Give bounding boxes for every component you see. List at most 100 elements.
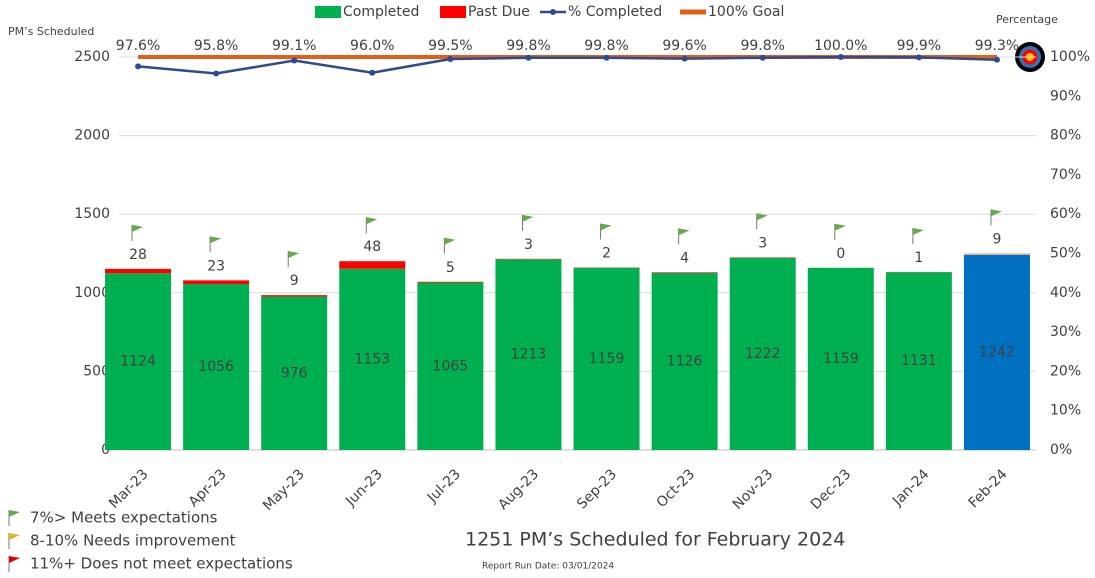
flag-icon: [521, 214, 534, 231]
line-label: 99.5%: [428, 38, 472, 54]
y2-tick-label: 70%: [1050, 167, 1081, 183]
flag-icon: [600, 223, 612, 240]
flag: [132, 224, 144, 232]
bar-label: 1242: [979, 344, 1015, 360]
bar: [729, 257, 796, 450]
bar: [339, 268, 406, 450]
legend-swatch: [550, 9, 556, 15]
bar-label: 4: [680, 250, 689, 266]
line-marker: [837, 54, 844, 60]
key-label: 11%+ Does not meet expectations: [30, 555, 293, 573]
flag-icon: [990, 209, 1002, 226]
bar-label: 28: [129, 247, 147, 263]
flag: [834, 223, 846, 231]
line-label: 99.8%: [506, 38, 550, 54]
flag-icon: [756, 213, 768, 230]
bar: [963, 253, 1030, 255]
x-tick-label: Jun-23: [342, 466, 386, 510]
flag-icon: [912, 228, 924, 245]
flag: [912, 228, 924, 236]
flag: [756, 213, 768, 221]
bar-label: 1153: [354, 351, 390, 367]
line-marker: [291, 57, 298, 64]
y-tick-label: 1000: [74, 285, 110, 301]
flag: [678, 228, 690, 236]
x-tick-label: Sep-23: [574, 466, 620, 512]
bar-label: 9: [290, 273, 299, 289]
flag-icon: [443, 237, 456, 254]
line-label: 99.6%: [662, 38, 706, 54]
y-axis-title: PM’s Scheduled: [8, 25, 94, 38]
x-tick-label: Jul-23: [424, 466, 464, 506]
y2-tick-label: 60%: [1050, 206, 1081, 222]
line-series: [137, 55, 997, 75]
line-marker: [993, 56, 1000, 63]
x-tick-label: May-23: [260, 466, 308, 514]
flag: [600, 223, 612, 231]
y-tick-label: 2000: [74, 128, 110, 144]
line-label: 99.1%: [272, 38, 316, 54]
bar-label: 23: [207, 258, 225, 274]
y2-tick-label: 20%: [1050, 363, 1081, 379]
bar: [417, 282, 484, 450]
bar-label: 3: [524, 237, 533, 253]
bar: [651, 272, 718, 450]
bar-label: 1159: [589, 351, 625, 367]
bar-label: 976: [281, 365, 308, 381]
bar-label: 0: [836, 246, 845, 262]
bar-label: 1124: [120, 354, 156, 370]
flag: [288, 251, 300, 259]
legend-label: Completed: [343, 4, 419, 20]
line-label: 99.8%: [740, 38, 784, 54]
y-tick-label: 1500: [74, 206, 110, 222]
legend-swatch: [315, 6, 341, 18]
bar: [339, 261, 406, 269]
bar-label: 9: [992, 231, 1001, 247]
y-tick-label: 2500: [74, 49, 110, 65]
flag-icon: [287, 251, 300, 268]
bar-label: 2: [602, 245, 611, 261]
line-label: 96.0%: [350, 38, 394, 54]
x-tick-label: Feb-24: [966, 466, 1011, 511]
line-marker: [759, 54, 766, 61]
line-label: 99.9%: [897, 38, 941, 54]
key-label: 8-10% Needs improvement: [30, 532, 236, 550]
bar: [885, 272, 952, 450]
x-tick-label: Jan-24: [889, 466, 933, 510]
line-label: 97.6%: [116, 38, 160, 54]
bar-label: 5: [446, 260, 455, 276]
x-tick-label: Dec-23: [808, 466, 855, 513]
y2-tick-label: 90%: [1050, 88, 1081, 104]
x-tick-label: Aug-23: [495, 466, 542, 513]
bar: [105, 273, 172, 450]
y2-axis-title: Percentage: [996, 13, 1058, 26]
y2-tick-label: 40%: [1050, 285, 1081, 301]
bar: [573, 267, 640, 450]
bar-label: 3: [758, 235, 767, 251]
line-marker: [369, 69, 376, 76]
bar: [183, 280, 250, 284]
bar: [495, 259, 562, 450]
line-marker: [213, 70, 220, 77]
line-label: 100.0%: [814, 38, 867, 54]
x-tick-label: Mar-23: [106, 466, 152, 512]
line-marker: [525, 54, 532, 61]
bar-label: 1126: [667, 353, 703, 369]
line-marker: [603, 54, 610, 61]
flag: [366, 217, 378, 225]
line-label: 99.8%: [584, 38, 628, 54]
bar-label: 1065: [433, 358, 469, 374]
bar-label: 48: [363, 239, 381, 255]
flag-icon: [365, 217, 378, 234]
line-label: 95.8%: [194, 38, 238, 54]
flag: [990, 209, 1002, 217]
bar: [651, 272, 718, 273]
bar: [417, 281, 484, 283]
x-tick-label: Oct-23: [654, 466, 699, 511]
y-tick-label: 500: [83, 363, 110, 379]
legend-label: Past Due: [468, 4, 530, 20]
bar-label: 1213: [511, 347, 547, 363]
bar: [183, 283, 250, 450]
y2-tick-label: 0%: [1050, 442, 1072, 458]
line-label: 99.3%: [975, 38, 1019, 54]
